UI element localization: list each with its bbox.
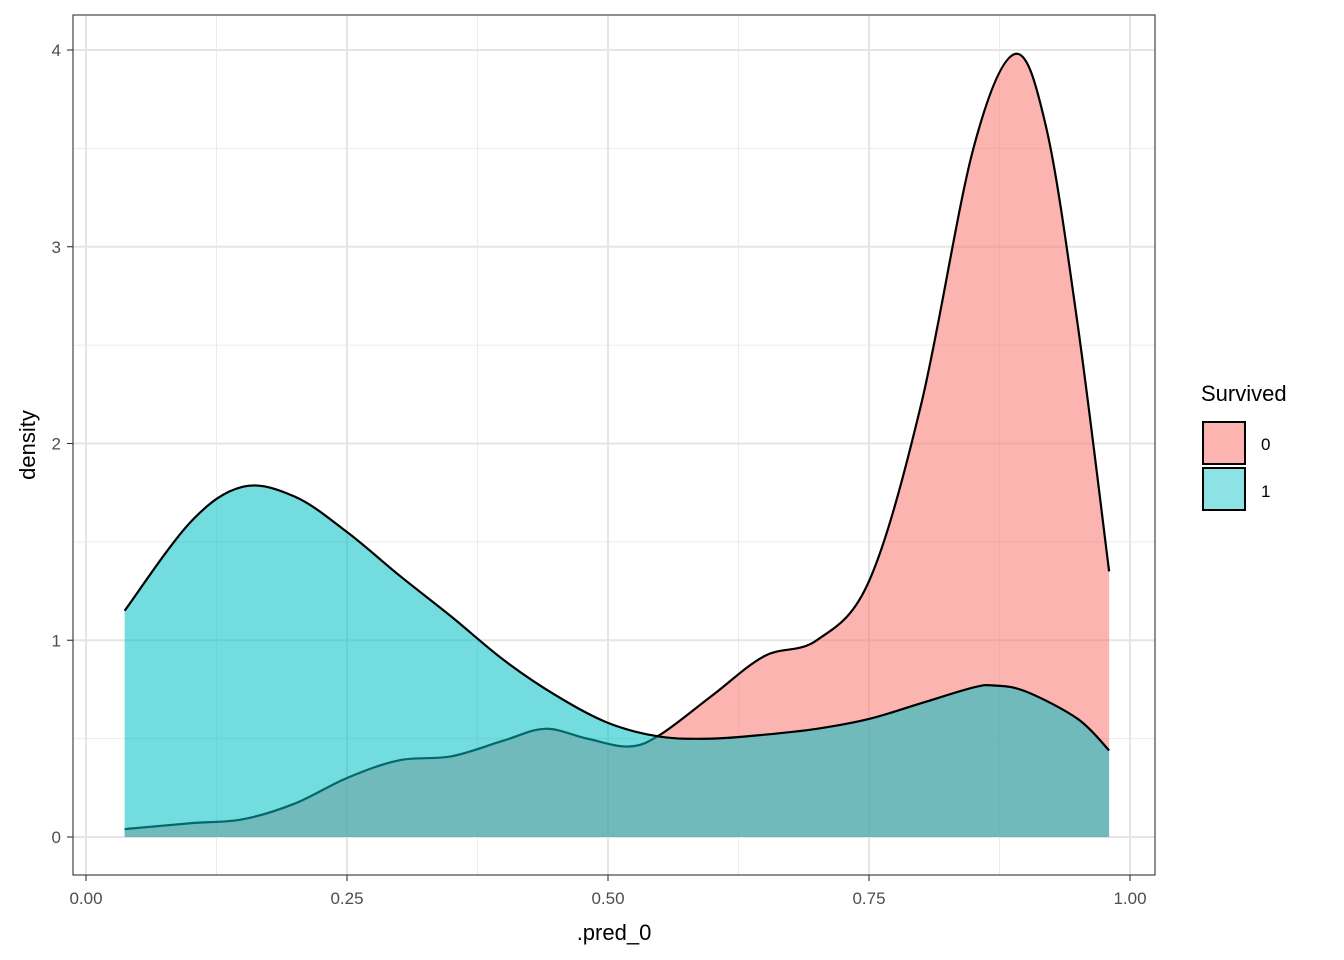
legend: Survived 0 1 [1201,381,1287,511]
legend-key-0 [1202,421,1246,465]
y-axis: 0 1 2 3 4 [52,41,73,847]
x-axis-label: .pred_0 [577,920,652,945]
x-tick-label: 0.75 [852,889,885,908]
x-tick-label: 0.50 [591,889,624,908]
density-areas [123,52,1111,837]
legend-label-0: 0 [1261,435,1270,454]
density-line-1 [123,484,1110,752]
legend-label-1: 1 [1261,482,1270,501]
x-tick-label: 0.25 [330,889,363,908]
y-tick-label: 4 [52,41,61,60]
legend-title: Survived [1201,381,1287,406]
y-axis-label: density [15,410,40,480]
density-area-0 [124,53,1110,837]
x-tick-label: 1.00 [1113,889,1146,908]
y-tick-label: 1 [52,631,61,650]
x-axis: 0.00 0.25 0.50 0.75 1.00 [69,875,1147,908]
legend-key-1 [1202,467,1246,511]
y-tick-label: 2 [52,435,61,454]
density-area-1 [124,485,1110,837]
y-tick-label: 3 [52,238,61,257]
y-tick-label: 0 [52,828,61,847]
panel-border [72,14,1156,876]
x-tick-label: 0.00 [69,889,102,908]
